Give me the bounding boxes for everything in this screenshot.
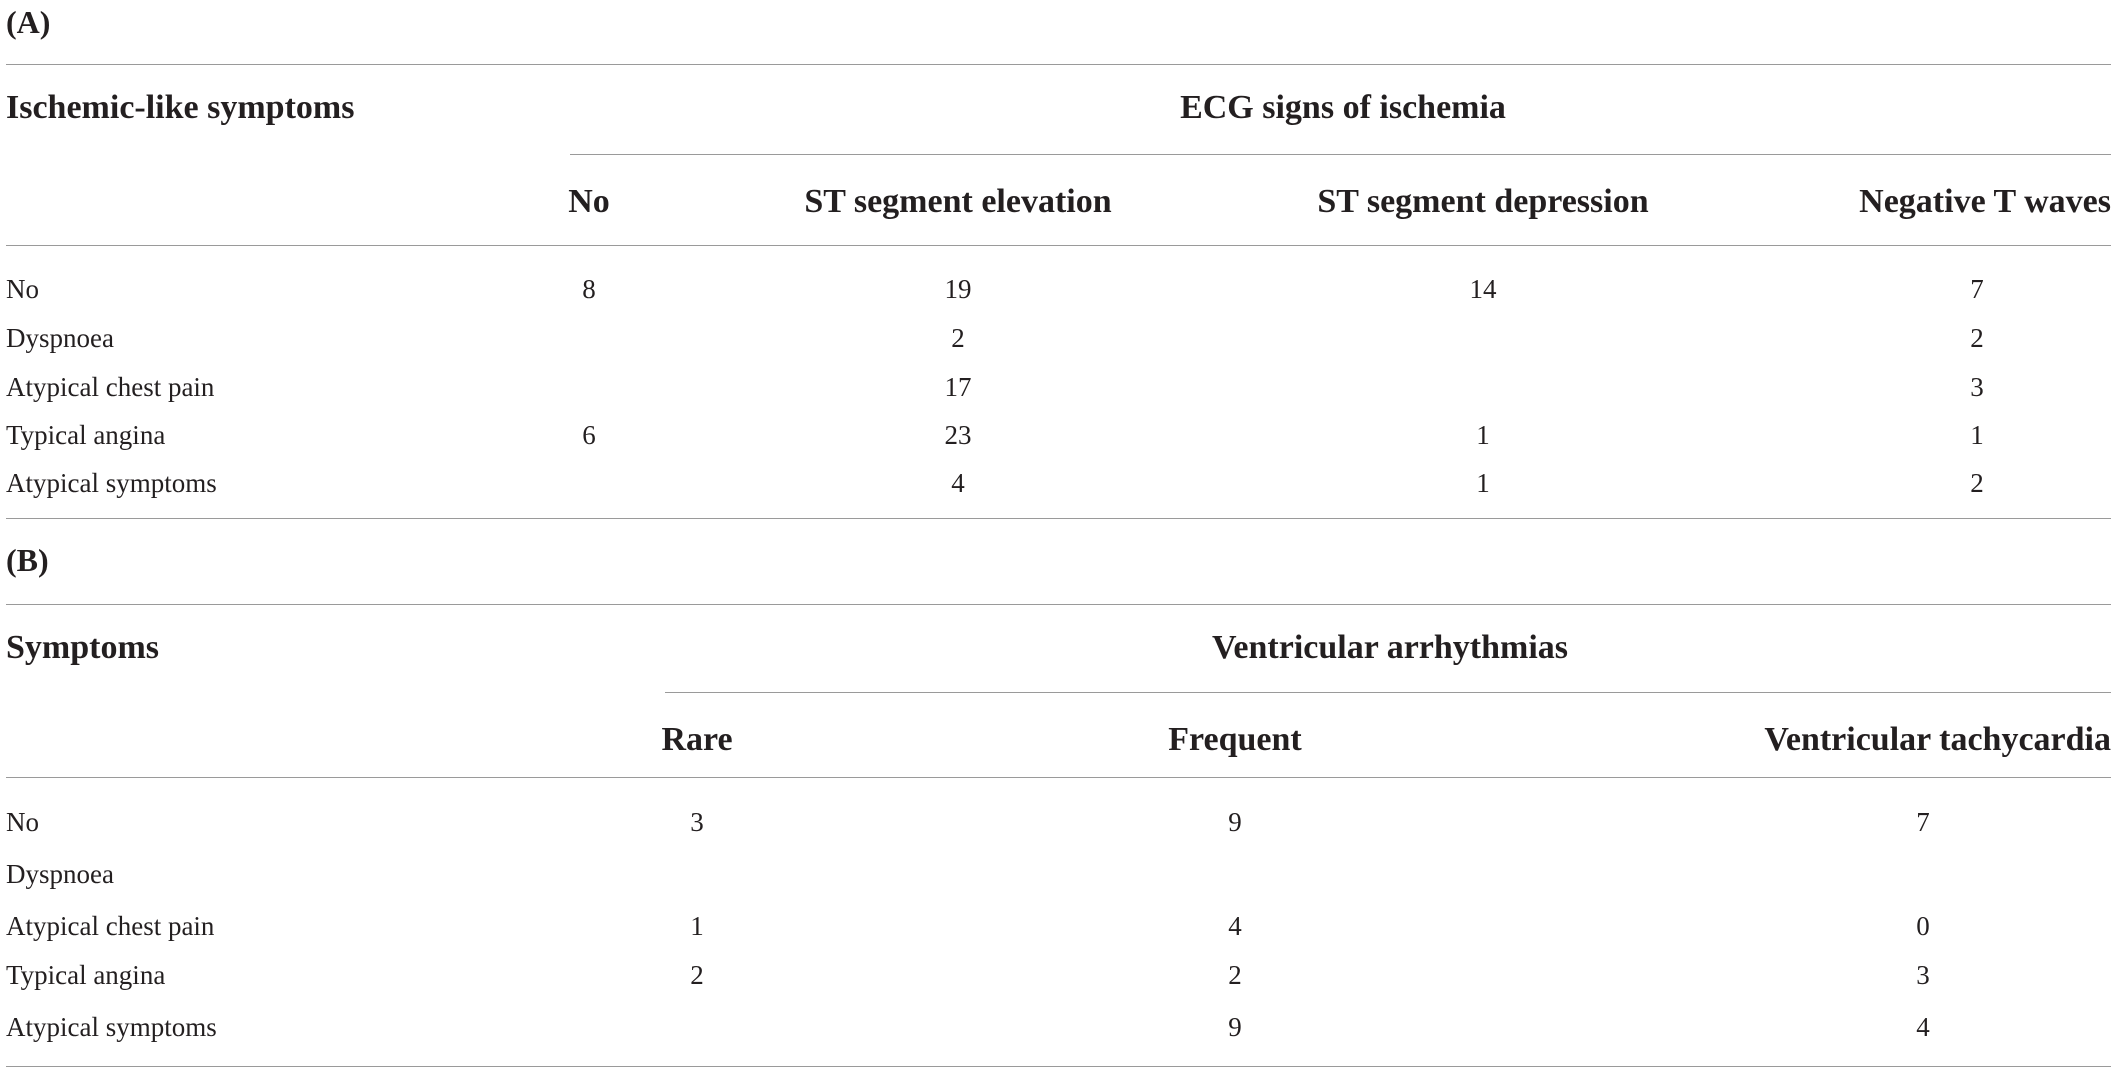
section-a-header-rule [6, 245, 2111, 246]
cell-value: 2 [690, 960, 704, 990]
section-b-group-header: Ventricular arrhythmias [1211, 629, 1569, 666]
row-label: Typical angina [6, 420, 166, 450]
cell-value: 4 [1228, 911, 1242, 941]
cell-value: 9 [1228, 807, 1242, 837]
section-a-top-rule [6, 64, 2111, 65]
section-a-col-negative-t: Negative T waves [1859, 183, 2111, 220]
section-b-label: (B) [6, 542, 49, 578]
section-b-col-rare: Rare [661, 721, 733, 758]
row-label: Dyspnoea [6, 859, 114, 889]
row-label: Typical angina [6, 960, 166, 990]
section-b-bottom-rule [6, 1066, 2111, 1067]
cell-value: 6 [582, 420, 596, 450]
row-label: Dyspnoea [6, 323, 114, 353]
cell-value: 2 [1970, 468, 1984, 498]
section-b-col-vt: Ventricular tachycardia [1764, 721, 2111, 758]
cell-value: 4 [951, 468, 965, 498]
section-a-col-st-depression: ST segment depression [1317, 183, 1649, 220]
cell-value: 1 [690, 911, 704, 941]
section-a-row-header: Ischemic-like symptoms [6, 89, 355, 126]
cell-value: 9 [1228, 1012, 1242, 1042]
cell-value: 1 [1970, 420, 1984, 450]
section-a-col-no: No [568, 183, 610, 220]
section-a-group-rule [570, 154, 2111, 155]
section-a-label: (A) [6, 4, 51, 40]
row-label: No [6, 274, 39, 304]
section-b-row-header: Symptoms [6, 629, 160, 666]
cell-value: 2 [1228, 960, 1242, 990]
cell-value: 8 [582, 274, 596, 304]
row-label: Atypical chest pain [6, 372, 215, 402]
section-b-col-frequent: Frequent [1168, 721, 1302, 758]
cell-value: 23 [944, 420, 972, 450]
cell-value: 1 [1476, 468, 1490, 498]
cell-value: 2 [951, 323, 965, 353]
section-b-group-rule [665, 692, 2111, 693]
cell-value: 7 [1970, 274, 1984, 304]
row-label: No [6, 807, 39, 837]
cell-value: 14 [1469, 274, 1497, 304]
section-a-bottom-rule [6, 518, 2111, 519]
section-b-header-rule [6, 777, 2111, 778]
cell-value: 7 [1916, 807, 1930, 837]
row-label: Atypical chest pain [6, 911, 215, 941]
cell-value: 19 [944, 274, 972, 304]
cell-value: 1 [1476, 420, 1490, 450]
cell-value: 3 [1970, 372, 1984, 402]
cell-value: 17 [944, 372, 972, 402]
section-a-col-st-elevation: ST segment elevation [804, 183, 1112, 220]
row-label: Atypical symptoms [6, 1012, 217, 1042]
cell-value: 0 [1916, 911, 1930, 941]
cell-value: 4 [1916, 1012, 1930, 1042]
section-a-group-header: ECG signs of ischemia [1180, 89, 1506, 126]
row-label: Atypical symptoms [6, 468, 217, 498]
cell-value: 3 [1916, 960, 1930, 990]
cell-value: 2 [1970, 323, 1984, 353]
cell-value: 3 [690, 807, 704, 837]
section-b-top-rule [6, 604, 2111, 605]
